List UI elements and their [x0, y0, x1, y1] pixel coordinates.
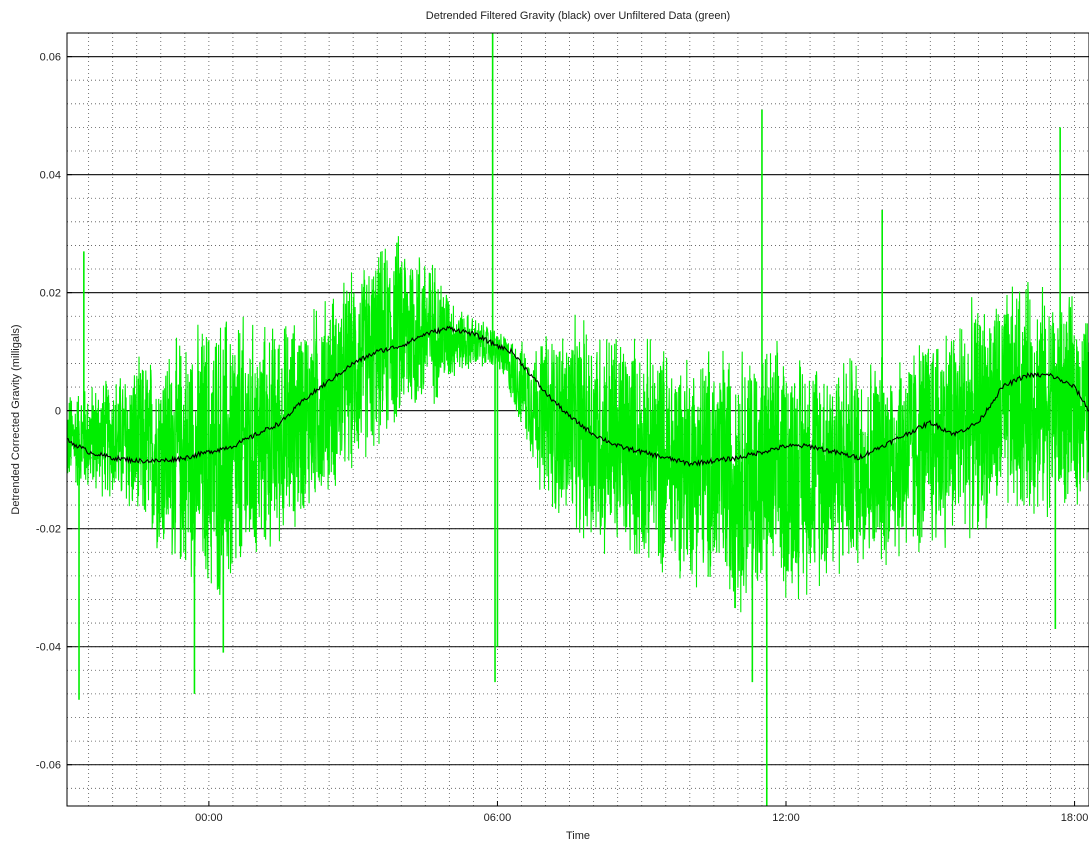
filtered-series [66, 325, 1089, 467]
y-tick-label: 0 [55, 406, 61, 418]
x-tick-label: 12:00 [772, 812, 800, 824]
unfiltered-series [66, 33, 1089, 806]
y-tick-label: -0.04 [36, 642, 61, 654]
x-axis: 00:00 06:00 12:00 18:00 [195, 801, 1088, 824]
minor-grid [67, 33, 1089, 806]
y-axis-label: Detrended Corrected Gravity (milligals) [10, 324, 22, 514]
chart-title: Detrended Filtered Gravity (black) over … [426, 10, 730, 22]
y-tick-label: 0.06 [40, 52, 61, 64]
x-axis-label: Time [566, 830, 590, 842]
unfiltered-line [66, 236, 1089, 613]
plot-frame [66, 32, 1089, 807]
x-tick-label: 06:00 [484, 812, 512, 824]
x-tick-label: 18:00 [1061, 812, 1089, 824]
y-tick-label: -0.06 [36, 760, 61, 772]
y-tick-label: 0.04 [40, 170, 61, 182]
y-tick-label: -0.02 [36, 524, 61, 536]
major-grid [67, 56, 1089, 766]
filtered-line [66, 325, 1089, 467]
y-axis: 0.06 0.04 0.02 0 -0.02 -0.04 -0.06 [36, 52, 72, 772]
y-tick-label: 0.02 [40, 288, 61, 300]
x-tick-label: 00:00 [195, 812, 223, 824]
